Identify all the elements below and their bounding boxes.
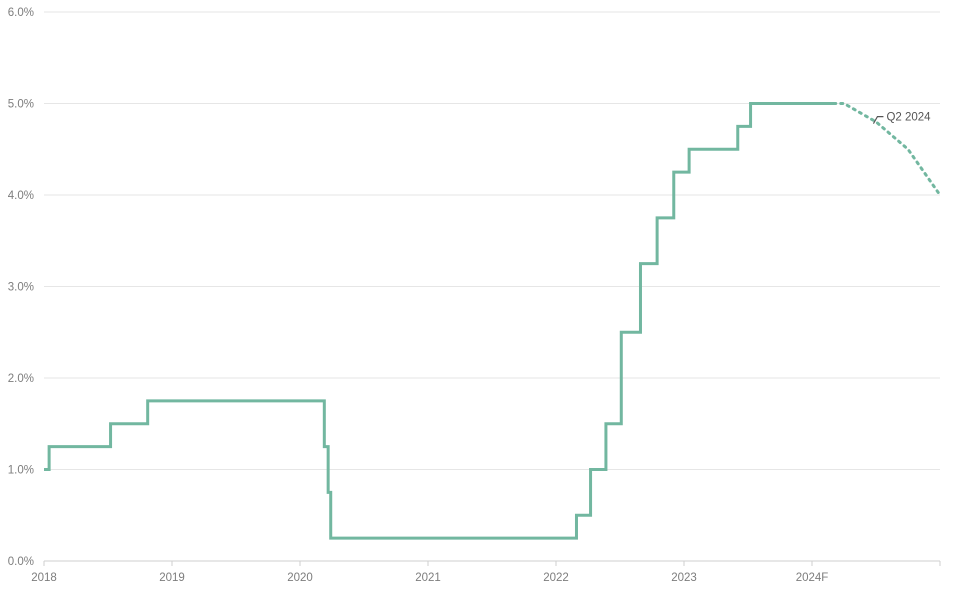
forecast-line [832, 102, 942, 197]
y-tick-label-6: 6.0% [8, 7, 34, 19]
x-tick-label-6: 2024F [796, 572, 829, 584]
annotation-label-0: Q2 2024 [886, 112, 931, 124]
x-tick-label-5: 2023 [671, 572, 697, 584]
y-tick-label-3: 3.0% [8, 282, 34, 294]
x-tick-label-3: 2021 [415, 572, 441, 584]
y-tick-label-2: 2.0% [8, 373, 34, 385]
y-tick-label-4: 4.0% [8, 190, 34, 202]
x-tick-label-0: 2018 [31, 572, 57, 584]
actual-rate-line [44, 102, 834, 540]
x-tick-label-1: 2019 [159, 572, 185, 584]
y-tick-label-5: 5.0% [8, 99, 34, 111]
x-tick-label-2: 2020 [287, 572, 313, 584]
y-tick-label-1: 1.0% [8, 465, 34, 477]
y-tick-label-0: 0.0% [8, 556, 34, 568]
x-tick-label-4: 2022 [543, 572, 569, 584]
annotation-leader-0 [872, 116, 884, 124]
